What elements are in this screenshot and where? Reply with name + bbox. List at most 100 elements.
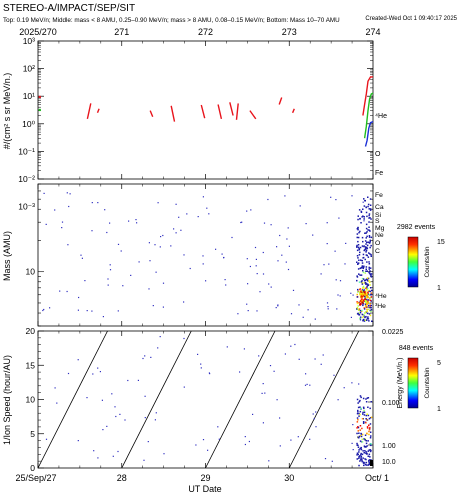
- bottom-day-label: 28: [117, 473, 127, 483]
- mass-event: [130, 274, 132, 276]
- day-ticks: [37, 40, 374, 469]
- mass-event: [135, 219, 137, 221]
- speed-event: [157, 347, 159, 349]
- mass-event: [369, 290, 372, 293]
- speed-event: [258, 355, 260, 357]
- speed-event: [324, 458, 327, 460]
- speed-event: [314, 358, 316, 360]
- mass-event: [102, 316, 104, 318]
- mass-event: [359, 319, 362, 321]
- mass-event: [366, 310, 368, 312]
- mass-colorbar: [407, 236, 419, 288]
- flux-panel: [37, 40, 374, 180]
- mass-event: [170, 245, 172, 247]
- mass-event: [369, 208, 372, 210]
- speed-event: [357, 406, 360, 409]
- flux-marker: [38, 108, 41, 112]
- mass-event: [359, 310, 362, 312]
- mass-event: [281, 254, 283, 256]
- bottom-day-label: 30: [284, 473, 294, 483]
- speed-ytick-label: 5: [30, 429, 35, 439]
- mass-event: [255, 258, 257, 260]
- mass-event: [109, 222, 111, 224]
- speed-event: [357, 446, 360, 448]
- mass-event: [365, 206, 367, 209]
- mass-event: [360, 211, 363, 213]
- speed-event: [368, 460, 370, 462]
- speed-ytick-label: 15: [26, 360, 36, 370]
- mass-event: [364, 287, 366, 289]
- mass-event: [366, 298, 368, 301]
- created-timestamp: Created-Wed Oct 1 09:40:17 2025: [365, 16, 457, 22]
- mass-event: [370, 309, 373, 311]
- bottom-day-label: Oct/ 1: [365, 473, 389, 483]
- mass-event: [369, 281, 371, 283]
- mass-event: [352, 294, 354, 296]
- speed-event: [67, 372, 70, 375]
- mass-event: [356, 296, 359, 298]
- speed-event: [364, 434, 367, 436]
- speed-event: [361, 441, 364, 443]
- mass-event: [370, 307, 372, 309]
- mass-event: [359, 288, 362, 290]
- flux-ylabel: #/(cm² s sr MeV/n.): [2, 73, 12, 150]
- speed-event: [361, 459, 363, 461]
- mass-event: [149, 260, 151, 262]
- mass-event: [362, 278, 365, 280]
- element-label: Ca: [375, 204, 384, 211]
- mass-event: [366, 270, 368, 272]
- mass-event: [367, 304, 370, 307]
- element-label: Mg: [375, 225, 385, 232]
- mass-event: [262, 273, 265, 275]
- speed-event: [359, 440, 362, 442]
- speed-event: [369, 449, 372, 451]
- mass-event: [97, 202, 99, 204]
- mass-event: [361, 289, 364, 291]
- mass-event: [54, 209, 56, 211]
- mass-event: [366, 277, 369, 279]
- mass-event: [362, 201, 364, 203]
- mass-event: [368, 221, 370, 223]
- mass-event: [366, 294, 369, 297]
- speed-event: [115, 415, 117, 418]
- speed-colorbar: [407, 357, 419, 409]
- mass-event: [186, 213, 188, 215]
- speed-event: [362, 406, 365, 409]
- mass-event: [365, 254, 368, 256]
- speed-event: [358, 432, 360, 434]
- mass-event: [154, 244, 156, 246]
- speed-event: [290, 345, 292, 347]
- speed-event: [142, 357, 144, 360]
- mass-event: [363, 265, 365, 267]
- mass-event: [77, 309, 79, 311]
- mass-event: [364, 303, 367, 305]
- mass-event: [91, 310, 93, 312]
- mass-event: [120, 250, 122, 252]
- mass-event: [365, 247, 367, 249]
- speed-event: [367, 406, 369, 408]
- mass-event: [370, 253, 372, 256]
- mass-event: [367, 316, 369, 318]
- mass-event: [366, 317, 369, 320]
- mass-event: [357, 262, 360, 264]
- mass-event: [254, 246, 257, 249]
- mass-event: [359, 274, 361, 276]
- mass-event: [368, 266, 370, 269]
- mass-event: [356, 244, 358, 247]
- speed-event: [202, 439, 205, 441]
- speed-event: [366, 419, 368, 421]
- speed-event: [363, 409, 365, 412]
- flux-ytick-label: 10⁻³: [18, 202, 35, 212]
- speed-event: [356, 442, 358, 445]
- flux-legend-label: Fe: [375, 170, 383, 177]
- speed-event: [365, 414, 368, 417]
- mass-event: [356, 293, 358, 296]
- speed-event: [195, 444, 197, 446]
- flux-line-segment: [200, 104, 206, 119]
- mass-event: [356, 276, 359, 278]
- mass-event: [326, 302, 329, 304]
- mass-event: [364, 200, 366, 202]
- speed-event: [363, 411, 366, 414]
- speed-event: [252, 413, 254, 415]
